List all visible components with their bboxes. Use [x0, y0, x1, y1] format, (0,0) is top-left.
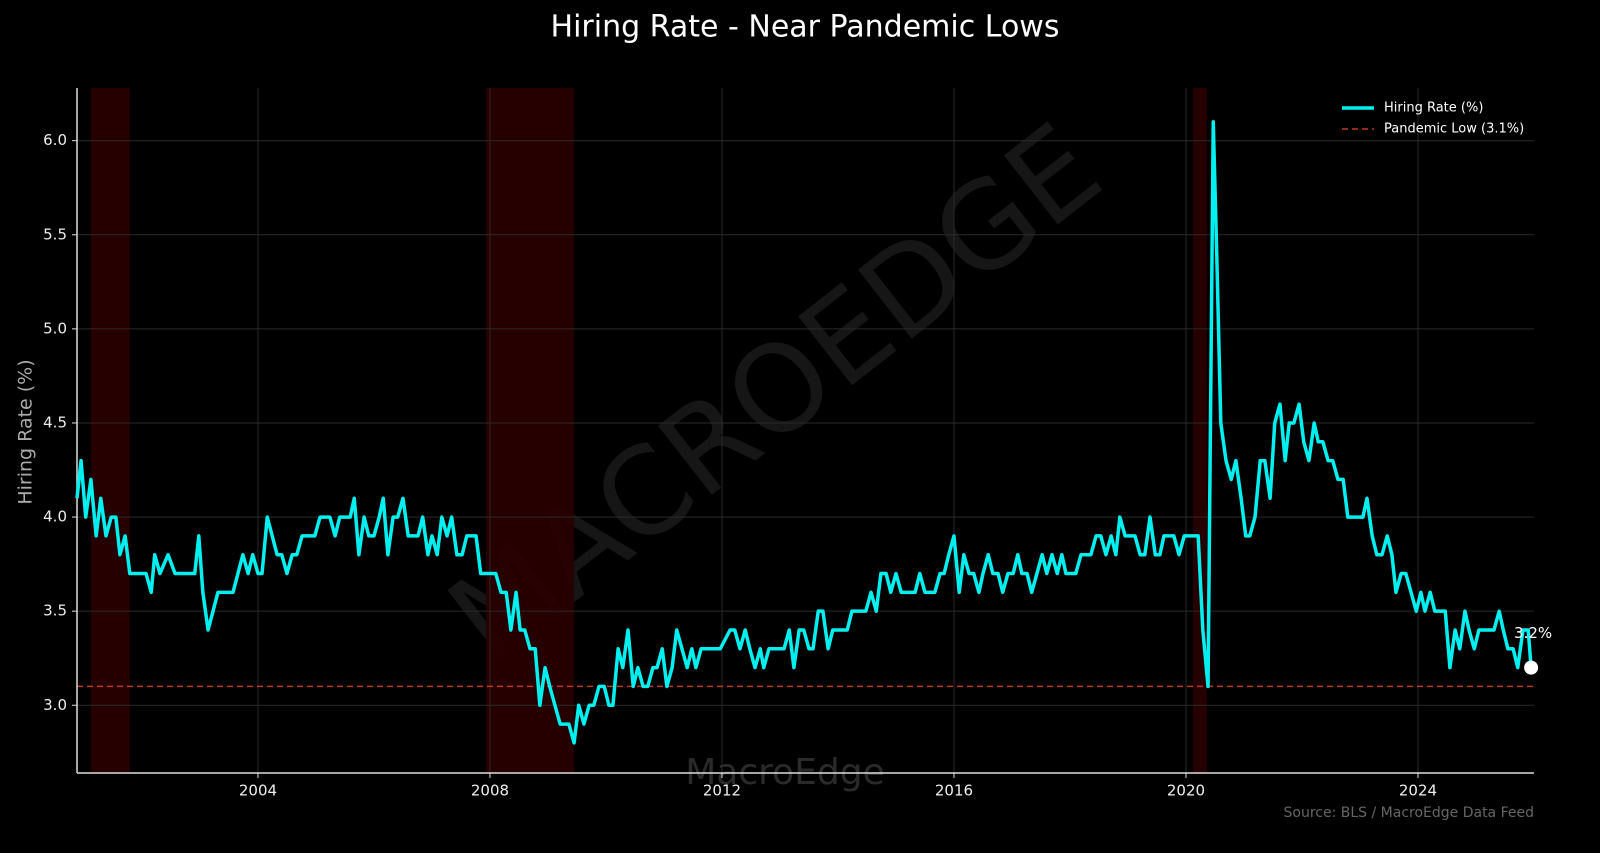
x-tick-label: 2016: [935, 782, 973, 800]
source-note: Source: BLS / MacroEdge Data Feed: [1284, 805, 1535, 821]
end-label: 3.2%: [1514, 624, 1552, 642]
y-axis-label: Hiring Rate (%): [15, 359, 37, 504]
x-tick-label: 2004: [239, 782, 277, 800]
y-tick-label: 4.0: [43, 508, 67, 526]
y-tick-label: 6.0: [43, 131, 67, 149]
y-tick-label: 3.0: [43, 696, 67, 714]
recession-band: [1192, 88, 1207, 773]
y-tick-label: 5.5: [43, 225, 67, 243]
x-tick-label: 2012: [703, 782, 741, 800]
data-line: [75, 120, 1533, 745]
x-tick-label: 2020: [1167, 782, 1205, 800]
y-tick-label: 5.0: [43, 319, 67, 337]
legend-label: Pandemic Low (3.1%): [1384, 122, 1524, 137]
y-tick-label: 4.5: [43, 413, 67, 431]
recession-band: [90, 88, 130, 773]
x-tick-label: 2008: [471, 782, 509, 800]
legend-label: Hiring Rate (%): [1384, 101, 1483, 116]
recession-band: [485, 88, 575, 773]
x-tick-label: 2024: [1399, 782, 1437, 800]
y-tick-label: 3.5: [43, 602, 67, 620]
end-point: [1524, 660, 1539, 675]
chart-title: Hiring Rate - Near Pandemic Lows: [551, 10, 1060, 45]
